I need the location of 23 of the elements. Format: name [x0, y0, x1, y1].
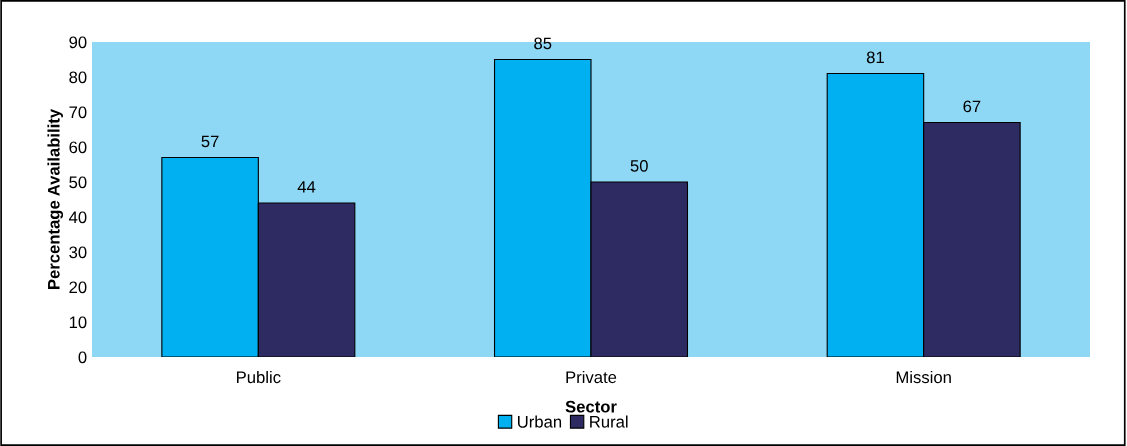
x-tick-label: Private	[566, 370, 617, 384]
y-tick-label: 60	[69, 141, 87, 154]
data-label: 81	[866, 51, 884, 64]
legend-label: Urban	[518, 415, 562, 428]
y-tick-label: 90	[69, 36, 87, 49]
y-tick-label: 20	[69, 281, 87, 294]
y-tick-label: 80	[69, 71, 87, 84]
y-tick-label: 30	[69, 246, 87, 259]
legend-label: Rural	[590, 415, 628, 428]
y-tick-label: 70	[69, 106, 87, 119]
data-label: 44	[297, 181, 316, 193]
x-tick-label: Public	[237, 370, 281, 384]
y-tick-label: 0	[78, 351, 87, 364]
data-label: 67	[963, 100, 981, 113]
data-label: 85	[534, 37, 552, 50]
data-label: 57	[201, 135, 219, 148]
x-axis-title: Sector	[565, 400, 617, 413]
data-label: 50	[630, 159, 648, 172]
y-tick-label: 40	[68, 211, 87, 224]
y-tick-label: 10	[69, 316, 87, 329]
x-tick-label: Mission	[896, 370, 951, 384]
y-axis-title: Percentage Availability	[47, 108, 64, 289]
y-tick-label: 50	[69, 176, 87, 189]
